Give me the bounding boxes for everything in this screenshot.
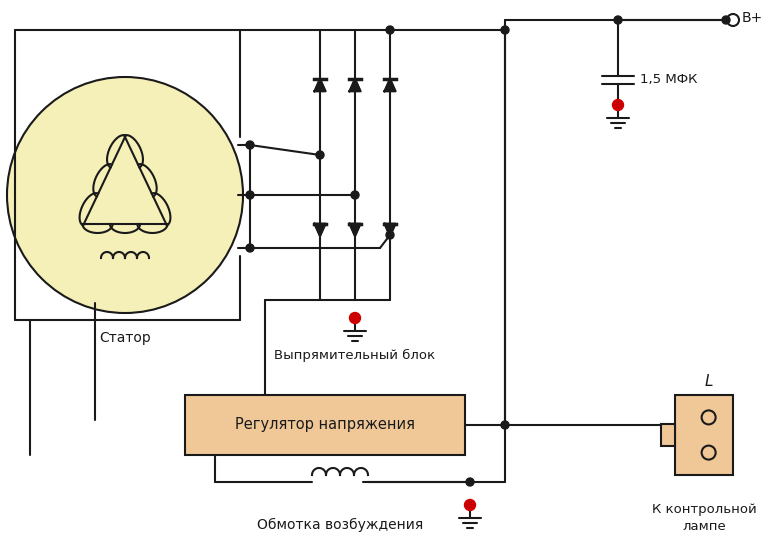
Polygon shape: [350, 223, 360, 236]
Text: Статор: Статор: [99, 331, 151, 345]
FancyBboxPatch shape: [661, 424, 675, 446]
Circle shape: [246, 191, 254, 199]
Circle shape: [466, 478, 474, 486]
Text: B+: B+: [742, 11, 763, 25]
Circle shape: [7, 77, 243, 313]
Circle shape: [722, 16, 730, 24]
Circle shape: [386, 231, 394, 239]
Text: К контрольной
лампе: К контрольной лампе: [651, 503, 756, 533]
Polygon shape: [384, 79, 396, 91]
FancyBboxPatch shape: [675, 395, 733, 475]
Polygon shape: [350, 79, 360, 91]
Text: Обмотка возбуждения: Обмотка возбуждения: [257, 518, 424, 532]
FancyBboxPatch shape: [185, 395, 465, 455]
Text: 1,5 МФК: 1,5 МФК: [640, 73, 698, 86]
Circle shape: [351, 191, 359, 199]
Circle shape: [386, 26, 394, 34]
Circle shape: [501, 421, 509, 429]
Circle shape: [464, 500, 476, 511]
Circle shape: [246, 141, 254, 149]
Circle shape: [350, 312, 360, 324]
Polygon shape: [384, 223, 396, 236]
Circle shape: [246, 244, 254, 252]
Circle shape: [501, 26, 509, 34]
Polygon shape: [314, 79, 326, 91]
Text: Регулятор напряжения: Регулятор напряжения: [235, 418, 415, 432]
Polygon shape: [314, 223, 326, 236]
Text: L: L: [705, 374, 713, 389]
Circle shape: [614, 16, 622, 24]
Circle shape: [316, 151, 324, 159]
Text: Выпрямительный блок: Выпрямительный блок: [274, 348, 436, 362]
Circle shape: [612, 100, 624, 110]
